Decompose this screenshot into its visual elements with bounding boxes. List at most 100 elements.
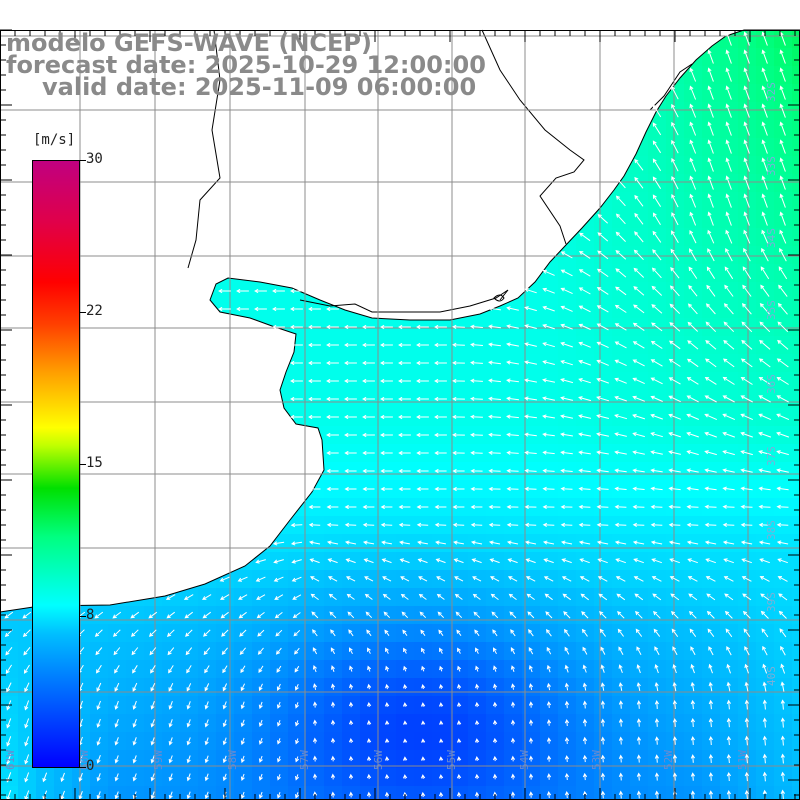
wind-arrow: [326, 432, 339, 438]
wind-arrow: [672, 699, 678, 710]
wind-arrow: [528, 719, 534, 726]
wind-arrow: [275, 647, 282, 655]
wind-arrow: [740, 450, 753, 456]
wind-arrow: [722, 358, 735, 368]
wind-arrow: [258, 755, 263, 763]
wind-arrow: [744, 717, 750, 728]
wind-arrow: [290, 522, 303, 528]
wind-arrow: [290, 324, 303, 330]
wind-arrow: [403, 647, 407, 654]
wind-arrow: [344, 450, 357, 456]
wind-arrow: [400, 593, 409, 600]
wind-arrow: [492, 773, 498, 780]
wind-arrow: [492, 737, 498, 744]
wind-arrow: [689, 193, 697, 208]
wind-arrow: [421, 738, 426, 743]
wind-arrow: [457, 665, 462, 672]
wind-arrow: [743, 49, 750, 64]
wind-arrow: [326, 450, 339, 456]
wind-arrow: [743, 175, 750, 190]
wind-arrow: [740, 504, 753, 509]
wind-arrow: [689, 139, 697, 154]
wind-arrow: [780, 789, 786, 800]
wind-arrow: [690, 699, 696, 710]
wind-arrow: [114, 737, 119, 746]
wind-arrow: [488, 360, 501, 365]
model-title: modelo GEFS-WAVE (NCEP): [6, 29, 372, 57]
wind-arrow: [596, 414, 610, 419]
wind-arrow: [546, 737, 552, 744]
wind-arrow: [636, 736, 642, 745]
wind-arrow: [168, 737, 173, 746]
wind-arrow: [722, 376, 735, 385]
wind-arrow: [4, 629, 13, 638]
wind-arrow: [706, 593, 716, 601]
wind-arrow: [402, 702, 408, 707]
wind-arrow: [367, 683, 372, 690]
wind-arrow: [672, 718, 678, 727]
wind-arrow: [326, 468, 339, 474]
wind-arrow: [743, 229, 751, 244]
wind-arrow: [546, 791, 552, 798]
wind-arrow: [452, 396, 465, 402]
wind-arrow: [295, 702, 299, 709]
wind-arrow: [434, 486, 447, 492]
wind-arrow: [654, 718, 660, 727]
wind-arrow: [417, 558, 428, 564]
wind-arrow: [722, 540, 735, 545]
wind-arrow: [510, 791, 516, 798]
wind-arrow: [420, 629, 426, 636]
wind-arrow: [687, 558, 698, 564]
wind-arrow: [272, 324, 285, 330]
wind-arrow: [650, 450, 663, 455]
wind-arrow: [148, 611, 158, 619]
wind-arrow: [760, 266, 770, 280]
wind-arrow: [384, 629, 390, 636]
wind-arrow: [309, 558, 320, 564]
wind-arrow: [295, 720, 300, 727]
wind-arrow: [654, 664, 659, 674]
wind-arrow: [276, 683, 281, 691]
wind-arrow: [380, 432, 393, 438]
wind-arrow: [366, 738, 372, 743]
wind-arrow: [704, 468, 717, 473]
wind-arrow: [438, 756, 444, 761]
wind-arrow: [668, 358, 681, 367]
lat-label: 37S: [765, 446, 778, 466]
wind-arrow: [295, 792, 300, 799]
valid-date: valid date: 2025-11-09 06:00:00: [42, 73, 477, 101]
wind-arrow: [780, 717, 785, 728]
wind-arrow: [596, 468, 609, 473]
wind-arrow: [650, 340, 663, 349]
wind-arrow: [776, 395, 789, 403]
wind-arrow: [528, 665, 533, 673]
wind-arrow: [24, 700, 30, 711]
wind-arrow: [705, 576, 716, 582]
wind-arrow: [380, 360, 393, 366]
wind-arrow: [650, 522, 663, 528]
wind-arrow: [385, 683, 390, 690]
wind-arrow: [652, 212, 661, 225]
wind-arrow: [291, 576, 302, 582]
wind-arrow: [524, 522, 537, 528]
wind-arrow: [380, 324, 393, 330]
lat-label: 33S: [765, 156, 778, 176]
wind-arrow: [776, 431, 790, 438]
wind-arrow: [312, 737, 318, 744]
wind-arrow: [761, 628, 769, 638]
wind-arrow: [294, 647, 300, 655]
wind-arrow: [416, 396, 429, 402]
wind-arrow: [132, 682, 138, 692]
wind-arrow: [312, 773, 318, 780]
wind-arrow: [385, 665, 390, 672]
wind-arrow: [596, 323, 609, 331]
wind-arrow: [114, 791, 119, 800]
wind-arrow: [258, 719, 263, 727]
wind-arrow: [312, 683, 318, 690]
wind-arrow: [398, 414, 411, 420]
wind-arrow: [654, 700, 660, 709]
wind-arrow: [202, 611, 212, 619]
wind-arrow: [725, 211, 732, 226]
wind-arrow: [452, 378, 465, 384]
wind-arrow: [168, 755, 173, 764]
